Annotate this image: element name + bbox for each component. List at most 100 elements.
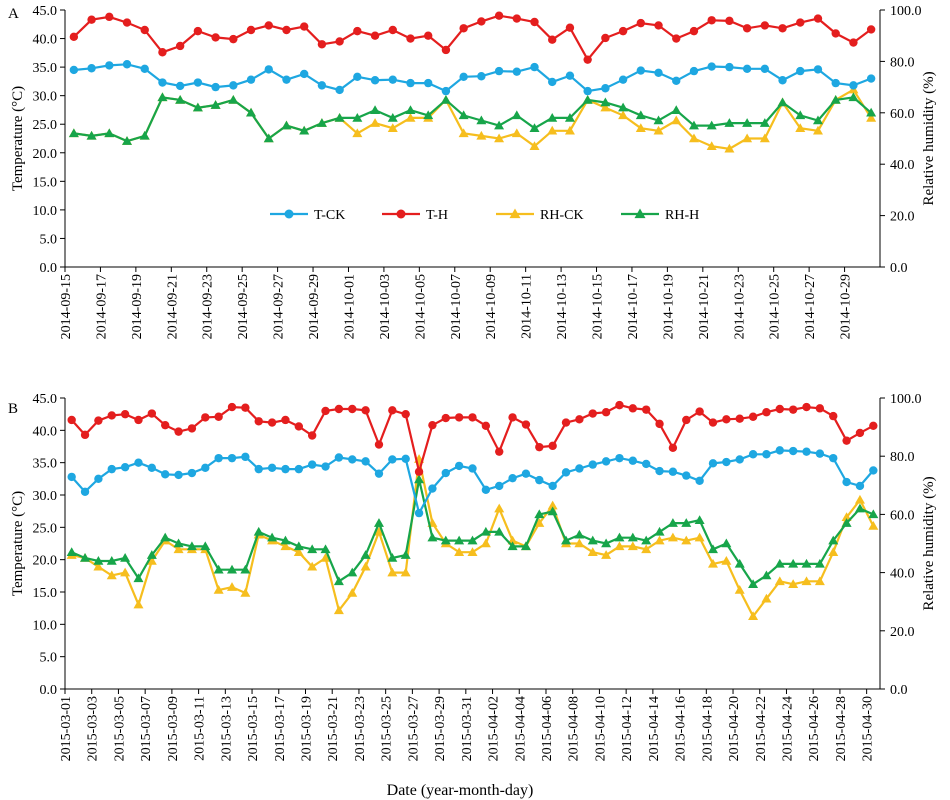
y-tick-label-right: 40.0	[890, 158, 915, 173]
data-point	[530, 17, 539, 27]
data-point	[317, 40, 327, 49]
data-point	[795, 110, 806, 120]
data-point	[227, 564, 238, 574]
data-point	[374, 440, 384, 449]
data-point	[67, 472, 76, 482]
data-point	[477, 72, 486, 81]
data-point	[459, 72, 468, 82]
data-point	[334, 404, 344, 414]
data-point	[424, 31, 433, 40]
data-point	[494, 503, 505, 513]
data-point	[186, 541, 197, 551]
data-point	[508, 413, 517, 422]
legend-label: T-CK	[314, 208, 345, 223]
data-point	[615, 400, 624, 410]
x-tick-label: 2014-10-05	[413, 274, 428, 339]
data-point	[374, 469, 384, 478]
y-tick-label-left: 40.0	[33, 33, 58, 48]
data-point	[86, 130, 97, 140]
panel-B: B 0.0 5.0 10.0 15.0 20.0 25.0 30.0 35.0 40.0 45.0 0…	[8, 392, 937, 761]
data-point	[441, 468, 450, 478]
data-point	[654, 526, 665, 536]
data-point	[588, 409, 597, 418]
data-point	[868, 509, 879, 519]
data-point	[441, 413, 450, 423]
data-point	[227, 453, 237, 463]
data-point	[778, 76, 787, 85]
data-point	[494, 133, 505, 143]
data-point	[348, 455, 357, 464]
data-point	[855, 428, 865, 438]
data-point	[735, 455, 744, 464]
data-point	[174, 470, 183, 480]
data-point	[405, 105, 416, 114]
series-line	[73, 88, 873, 150]
x-tick-label: 2015-03-03	[86, 696, 101, 761]
data-point	[210, 100, 221, 109]
data-point	[511, 128, 522, 138]
y-tick-label-right: 100.0	[890, 4, 922, 19]
data-point	[667, 532, 678, 542]
data-point	[494, 526, 505, 536]
data-point	[548, 77, 557, 87]
y-axis-title-left: Temperature (°C)	[10, 491, 26, 596]
x-tick-label: 2014-10-01	[342, 274, 357, 339]
data-point	[241, 403, 250, 412]
data-point	[388, 455, 397, 464]
y-tick-label-right: 20.0	[890, 625, 915, 640]
data-point	[796, 66, 805, 76]
data-point	[788, 579, 799, 588]
panel-label: B	[8, 401, 18, 417]
data-point	[681, 518, 692, 527]
series-line	[73, 63, 872, 93]
data-point	[694, 515, 705, 524]
data-point	[812, 115, 823, 125]
data-point	[211, 33, 220, 42]
x-tick-label: 2014-10-17	[626, 274, 641, 339]
data-point	[547, 125, 558, 135]
data-point	[388, 406, 397, 415]
data-point	[760, 64, 770, 74]
panel-A: A 0.0 5.0 10.0 15.0 20.0 25.0 30.0 35.0 40.0 45.0 0…	[8, 4, 937, 339]
data-point	[192, 102, 203, 112]
data-point	[140, 64, 149, 74]
data-point	[158, 78, 167, 87]
data-point	[641, 405, 651, 414]
data-point	[211, 82, 220, 92]
series-line	[73, 14, 872, 62]
data-point	[672, 34, 681, 43]
data-point	[122, 18, 132, 27]
data-point	[405, 112, 416, 122]
data-point	[802, 402, 811, 412]
data-point	[158, 48, 167, 57]
y-tick-label-left: 10.0	[33, 204, 58, 219]
x-tick-label: 2014-10-07	[449, 274, 464, 339]
data-point	[600, 97, 611, 107]
legend-marker	[284, 209, 294, 219]
data-point	[762, 450, 771, 459]
data-point	[614, 532, 625, 542]
data-point	[175, 81, 185, 91]
y-axis-title-right: Relative humidity (%)	[921, 71, 937, 205]
x-tick-label: 2014-09-19	[130, 274, 145, 339]
data-point	[454, 547, 465, 556]
data-point	[87, 64, 96, 73]
data-point	[748, 450, 758, 459]
data-point	[321, 462, 330, 471]
y-tick-label-left: 30.0	[33, 489, 58, 504]
data-point	[708, 418, 718, 427]
x-tick-label: 2014-10-15	[591, 274, 606, 339]
data-point	[508, 473, 517, 483]
data-point	[213, 585, 224, 594]
data-point	[414, 508, 424, 518]
data-point	[106, 570, 117, 580]
data-point	[854, 503, 865, 513]
series-rh-h	[66, 474, 879, 588]
legend-label: RH-H	[665, 208, 699, 223]
data-point	[454, 461, 464, 471]
data-point	[788, 558, 799, 568]
data-point	[107, 464, 116, 474]
data-point	[795, 123, 806, 132]
data-point	[293, 547, 304, 556]
data-point	[636, 66, 646, 75]
